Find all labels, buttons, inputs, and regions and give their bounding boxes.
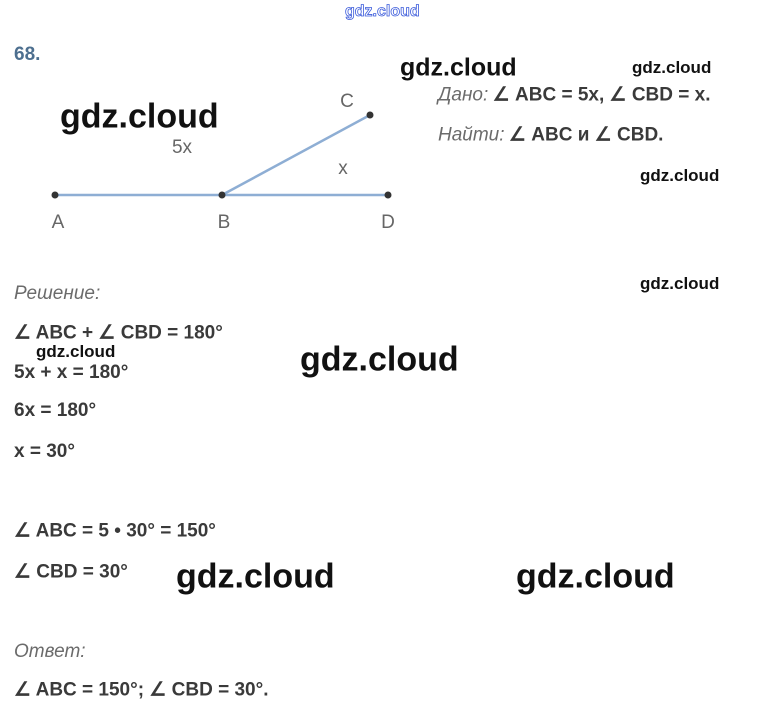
given-label: Дано: [438, 84, 489, 106]
solution-line: 5x + x = 180° [14, 362, 129, 383]
watermark: gdz.cloud [60, 97, 219, 136]
find-label: Найти: [438, 124, 505, 146]
watermark: gdz.cloud [176, 557, 335, 596]
watermark: gdz.cloud [36, 342, 116, 361]
watermark: gdz.cloud [632, 58, 712, 77]
solution-line: ∠ ABC + ∠ CBD = 180° [14, 322, 223, 344]
solution-label: Решение: [14, 283, 101, 304]
angle-label: 5x [172, 137, 193, 158]
solution-line: 6x = 180° [14, 400, 97, 421]
point [51, 191, 59, 199]
point [218, 191, 226, 199]
watermark: gdz.cloud [345, 3, 420, 21]
problem-number: 68. [14, 44, 41, 65]
given: Дано: ∠ ABC = 5x, ∠ CBD = x. [438, 84, 711, 107]
watermark: gdz.cloud [640, 166, 720, 185]
solution-line: x = 30° [14, 441, 75, 462]
watermark: gdz.cloud [300, 340, 459, 379]
watermark: gdz.cloud [640, 274, 720, 293]
watermark: gdz.cloud [516, 557, 675, 596]
find-text: ∠ ABC и ∠ CBD. [508, 124, 664, 146]
point-label: A [52, 212, 65, 233]
answer-label: Ответ: [14, 641, 86, 662]
point-label: C [340, 91, 354, 112]
point [366, 111, 374, 119]
point [384, 191, 392, 199]
find: Найти: ∠ ABC и ∠ CBD. [438, 124, 663, 147]
given-text: ∠ ABC = 5x, ∠ CBD = x. [492, 84, 711, 106]
point-label: D [381, 212, 395, 233]
answer-text: ∠ ABC = 150°; ∠ CBD = 30°. [14, 679, 269, 701]
point-label: B [218, 212, 231, 233]
angle-label: x [338, 158, 348, 179]
watermark: gdz.cloud [400, 53, 517, 82]
solution-line: ∠ ABC = 5 • 30° = 150° [14, 520, 216, 542]
ray-bc [221, 113, 371, 197]
solution-line: ∠ CBD = 30° [14, 561, 128, 583]
